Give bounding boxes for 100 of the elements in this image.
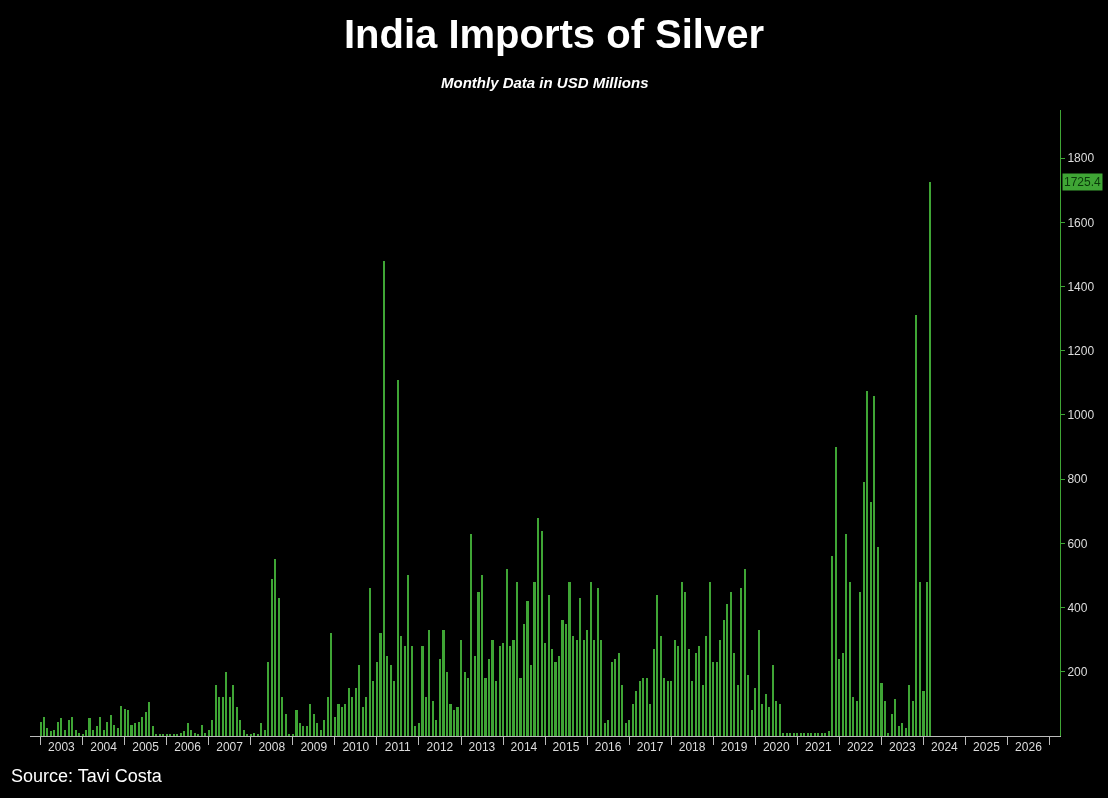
bar bbox=[568, 582, 571, 736]
bar bbox=[793, 733, 795, 736]
bar bbox=[516, 582, 518, 736]
bar bbox=[705, 636, 707, 736]
bar bbox=[106, 722, 108, 736]
bar bbox=[183, 731, 185, 736]
bar bbox=[859, 592, 861, 736]
bar bbox=[341, 707, 343, 736]
bar bbox=[78, 733, 80, 736]
y-tick-label: 600 bbox=[1067, 536, 1088, 551]
bar bbox=[821, 733, 823, 736]
bar bbox=[323, 720, 325, 736]
source-note: Source: Tavi Costa bbox=[11, 766, 163, 786]
bar bbox=[642, 678, 644, 736]
bar bbox=[646, 678, 648, 736]
bar bbox=[64, 730, 66, 736]
bar bbox=[656, 595, 658, 736]
bar bbox=[211, 720, 213, 736]
bar bbox=[428, 630, 430, 736]
bar bbox=[586, 630, 588, 736]
bar bbox=[88, 718, 91, 736]
bar bbox=[667, 681, 669, 736]
bar bbox=[772, 665, 774, 736]
bar bbox=[225, 672, 227, 736]
bar bbox=[432, 701, 434, 736]
bar bbox=[894, 699, 896, 736]
x-tick-label: 2013 bbox=[468, 740, 496, 755]
y-tick-label: 1200 bbox=[1067, 343, 1095, 358]
bar bbox=[411, 646, 413, 736]
x-tick-label: 2009 bbox=[300, 740, 328, 755]
bar bbox=[835, 447, 837, 736]
bar bbox=[460, 640, 462, 736]
bar bbox=[625, 723, 627, 736]
x-tick-label: 2026 bbox=[1015, 740, 1043, 755]
text: 1725.4 bbox=[1064, 175, 1102, 189]
bar bbox=[604, 723, 606, 736]
x-tick-label: 2018 bbox=[678, 740, 706, 755]
bar bbox=[442, 630, 445, 736]
y-tick-label: 1400 bbox=[1067, 279, 1095, 294]
bar bbox=[674, 640, 676, 736]
bar bbox=[295, 710, 298, 736]
bar bbox=[597, 588, 599, 736]
bar bbox=[579, 598, 581, 736]
x-tick-label: 2012 bbox=[426, 740, 454, 755]
bar bbox=[491, 640, 494, 736]
bar bbox=[60, 718, 62, 736]
x-tick-label: 2007 bbox=[216, 740, 244, 755]
bar bbox=[124, 709, 126, 736]
x-tick-label: 2014 bbox=[510, 740, 538, 755]
bar bbox=[53, 730, 55, 736]
bar bbox=[660, 636, 662, 736]
bar bbox=[134, 723, 136, 736]
bar bbox=[502, 643, 504, 736]
bar bbox=[800, 733, 802, 736]
bar bbox=[796, 733, 798, 736]
y-tick-label: 1000 bbox=[1067, 408, 1095, 423]
bar bbox=[681, 582, 683, 736]
bar bbox=[383, 261, 385, 736]
y-tick-label: 1600 bbox=[1067, 215, 1095, 230]
bar bbox=[421, 646, 424, 736]
bar bbox=[786, 733, 788, 736]
bar bbox=[590, 582, 592, 736]
x-tick-label: 2022 bbox=[846, 740, 874, 755]
bar bbox=[526, 601, 529, 736]
bar bbox=[670, 681, 672, 736]
bar bbox=[313, 714, 315, 736]
bar bbox=[397, 380, 399, 736]
bar bbox=[464, 672, 466, 736]
bar bbox=[817, 733, 819, 736]
bar bbox=[824, 733, 826, 736]
bar bbox=[348, 688, 350, 736]
bar bbox=[127, 710, 129, 736]
bar bbox=[607, 720, 609, 736]
bar bbox=[330, 633, 332, 736]
bar bbox=[232, 685, 234, 736]
bar bbox=[99, 717, 101, 736]
bar bbox=[807, 733, 809, 736]
bar bbox=[369, 588, 371, 736]
bar bbox=[901, 723, 903, 736]
bar bbox=[365, 697, 367, 736]
bar bbox=[730, 592, 732, 736]
bar bbox=[506, 569, 508, 736]
bar bbox=[898, 726, 900, 736]
bar bbox=[499, 646, 501, 736]
bar bbox=[765, 694, 767, 736]
x-tick-label: 2023 bbox=[888, 740, 916, 755]
bar bbox=[148, 702, 150, 736]
bar bbox=[754, 688, 756, 736]
bar bbox=[548, 595, 550, 736]
bar bbox=[481, 575, 483, 736]
bar bbox=[43, 717, 45, 736]
bar bbox=[779, 704, 781, 736]
bar bbox=[50, 731, 52, 736]
bar bbox=[744, 569, 746, 736]
bar bbox=[740, 588, 742, 736]
bar bbox=[611, 662, 613, 736]
x-tick-label: 2016 bbox=[594, 740, 622, 755]
bar bbox=[236, 707, 238, 736]
bar bbox=[278, 598, 280, 736]
bar bbox=[337, 704, 340, 736]
